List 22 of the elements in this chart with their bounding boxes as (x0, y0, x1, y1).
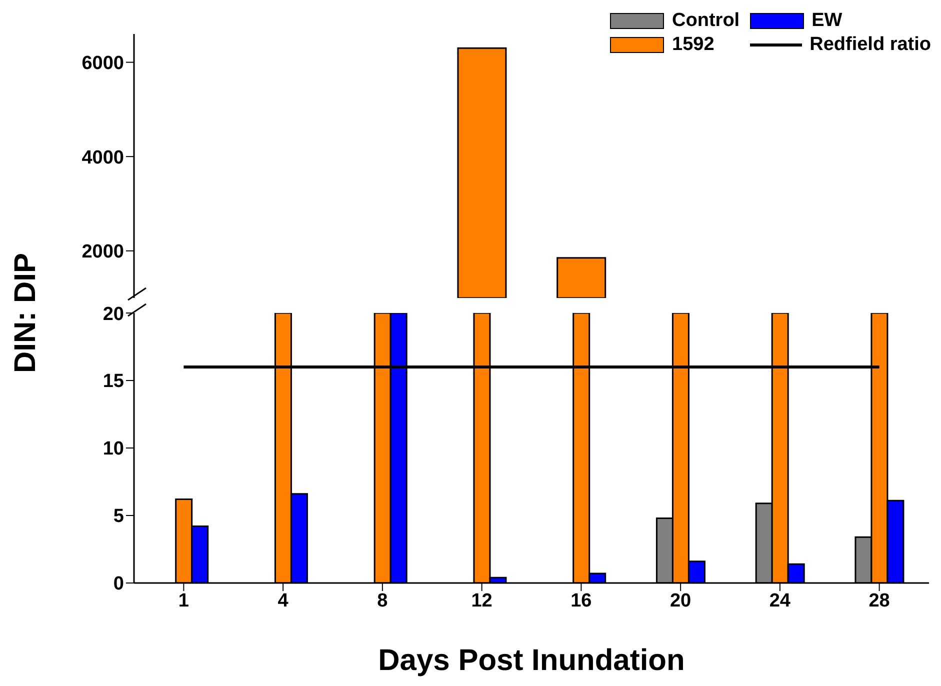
y-tick-label: 2000 (82, 242, 124, 263)
y-tick-label: 5 (113, 506, 124, 528)
y-tick-label: 4000 (82, 147, 124, 168)
x-tick-label: 12 (471, 590, 492, 612)
x-tick-label: 8 (377, 590, 388, 612)
x-tick-label: 4 (278, 590, 289, 612)
legend-label: EW (812, 10, 842, 32)
y-tick-label: 0 (113, 574, 124, 595)
y-tick-label: 6000 (82, 53, 124, 74)
y-tick-label: 10 (102, 438, 124, 460)
y-axis-title: DIN: DIP (9, 253, 43, 373)
y-tick-label: 20 (102, 304, 124, 325)
x-tick-label: 24 (769, 590, 791, 612)
x-axis-title: Days Post Inundation (377, 644, 686, 678)
x-tick-label: 16 (570, 590, 592, 612)
legend-label: Control (672, 10, 740, 32)
x-tick-label: 20 (670, 590, 692, 612)
legend-label: 1592 (672, 34, 714, 56)
x-tick-label: 28 (868, 590, 890, 612)
y-tick-label: 15 (102, 371, 124, 392)
legend-label: Redfield ratio (810, 34, 931, 56)
x-tick-label: 1 (178, 590, 190, 612)
